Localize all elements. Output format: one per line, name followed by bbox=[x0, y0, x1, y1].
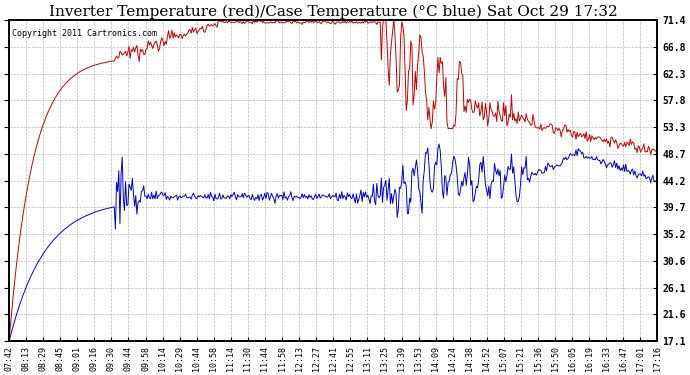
Title: Inverter Temperature (red)/Case Temperature (°C blue) Sat Oct 29 17:32: Inverter Temperature (red)/Case Temperat… bbox=[49, 4, 618, 18]
Text: Copyright 2011 Cartronics.com: Copyright 2011 Cartronics.com bbox=[12, 29, 157, 38]
